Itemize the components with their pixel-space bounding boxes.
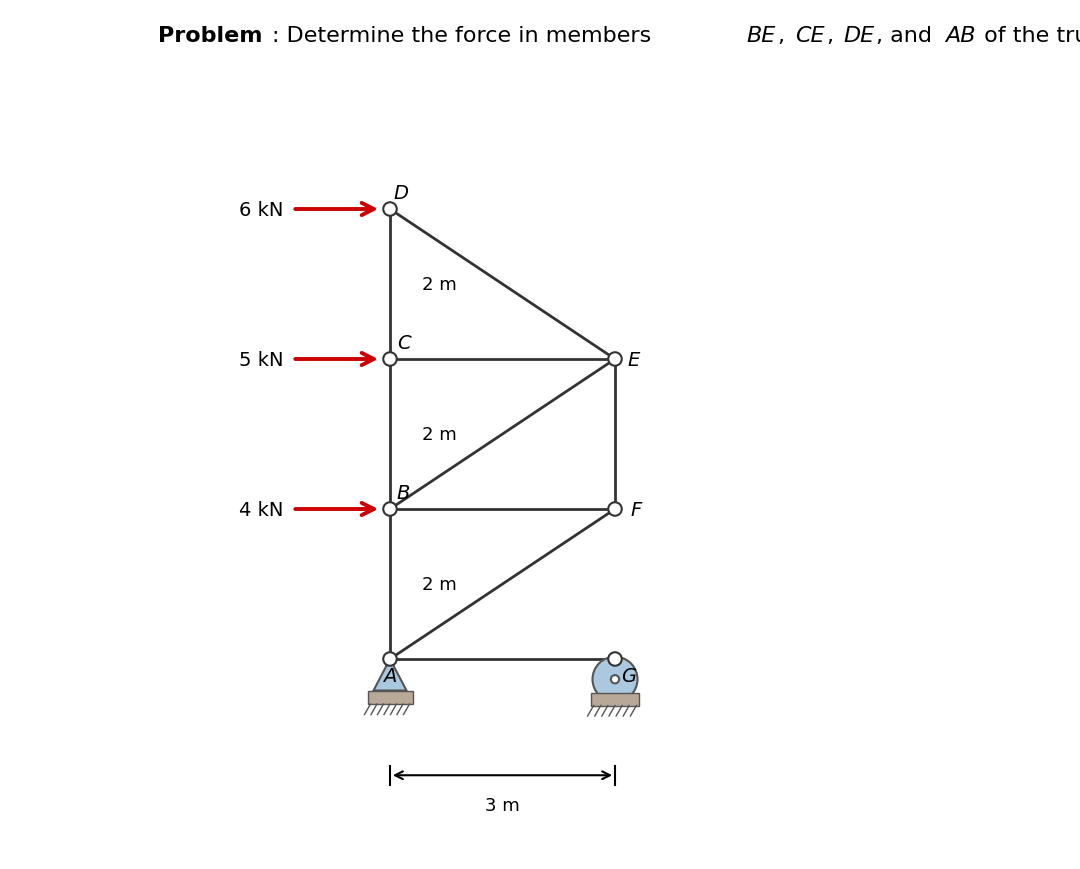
Text: of the truss.: of the truss. [977, 26, 1080, 46]
Bar [591, 693, 639, 706]
Circle shape [593, 657, 637, 702]
Text: BE: BE [746, 26, 775, 46]
Text: DE: DE [843, 26, 875, 46]
Circle shape [608, 502, 622, 516]
Text: Problem: Problem [158, 26, 262, 46]
Text: 2 m: 2 m [422, 575, 457, 594]
Text: ,: , [827, 26, 841, 46]
Text: 3 m: 3 m [485, 796, 519, 814]
Text: E: E [627, 350, 640, 369]
Circle shape [383, 653, 396, 666]
Text: A: A [383, 667, 396, 686]
Circle shape [608, 353, 622, 367]
Circle shape [383, 502, 396, 516]
Text: : Determine the force in members: : Determine the force in members [271, 26, 658, 46]
Text: F: F [631, 500, 642, 519]
Text: ,: , [779, 26, 793, 46]
Text: 2 m: 2 m [422, 426, 457, 443]
Circle shape [383, 203, 396, 216]
Text: 4 kN: 4 kN [239, 500, 284, 519]
Text: AB: AB [945, 26, 975, 46]
Text: G: G [621, 667, 636, 686]
Text: 6 kN: 6 kN [239, 200, 284, 219]
Text: , and: , and [876, 26, 940, 46]
Polygon shape [374, 660, 406, 691]
Circle shape [383, 353, 396, 367]
Text: 5 kN: 5 kN [239, 350, 284, 369]
Text: D: D [394, 183, 408, 202]
Text: 2 m: 2 m [422, 275, 457, 294]
Circle shape [608, 653, 622, 666]
Text: CE: CE [795, 26, 824, 46]
Bar [367, 691, 413, 704]
Circle shape [611, 675, 619, 684]
Text: C: C [396, 334, 410, 353]
Text: B: B [396, 483, 410, 502]
